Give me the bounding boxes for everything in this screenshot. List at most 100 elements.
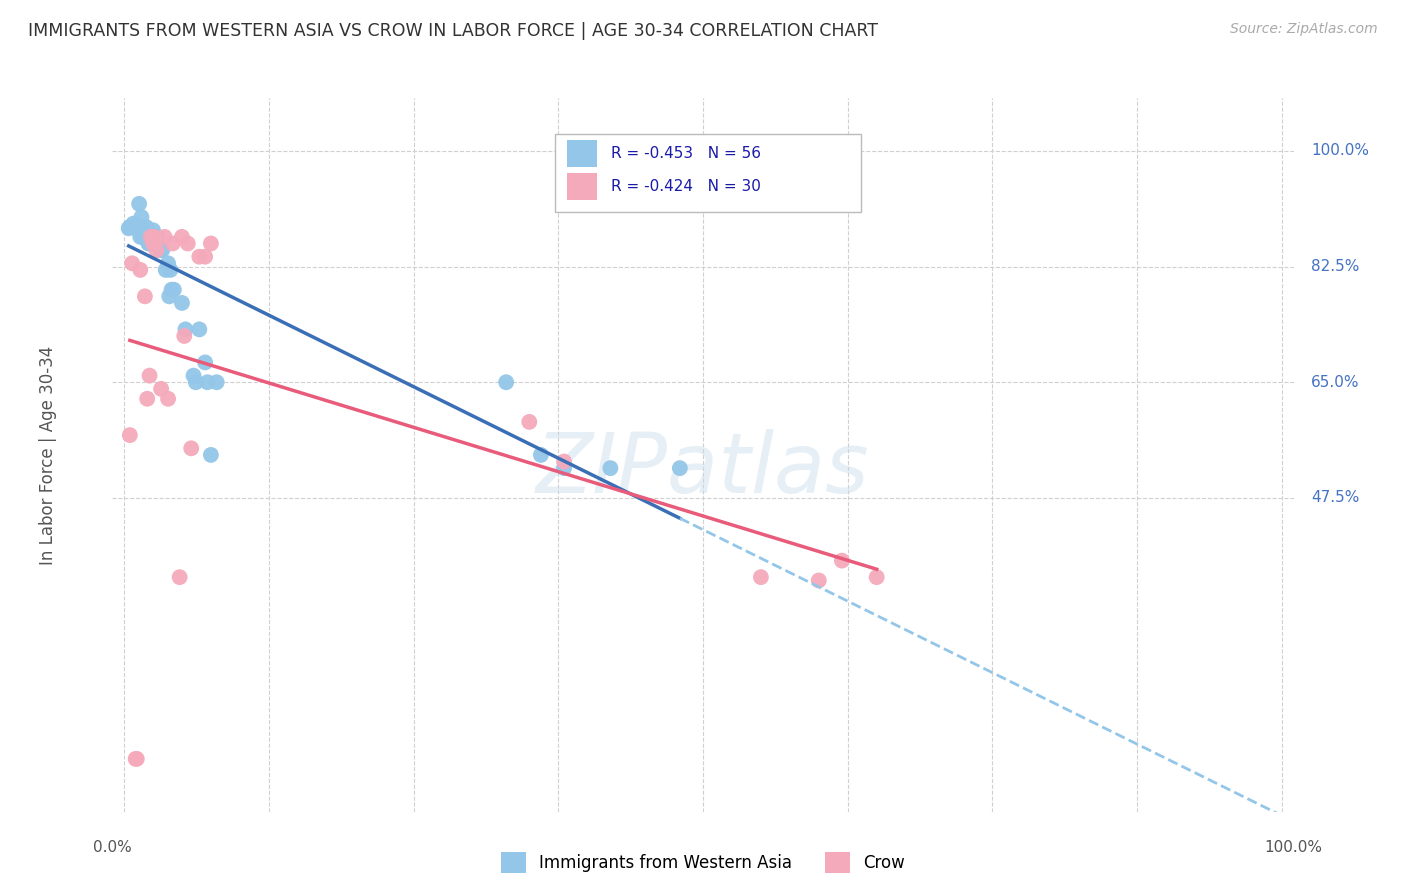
Point: [807, 574, 830, 588]
Point: [138, 236, 160, 251]
Point: [135, 219, 157, 234]
Point: [530, 448, 553, 462]
Point: [124, 219, 146, 234]
Point: [128, 223, 150, 237]
Point: [162, 236, 184, 251]
Point: [136, 230, 159, 244]
Point: [138, 230, 160, 244]
Point: [118, 221, 141, 235]
Point: [153, 230, 176, 244]
Point: [553, 461, 575, 475]
Point: [159, 263, 181, 277]
Point: [160, 283, 183, 297]
Point: [124, 221, 146, 235]
Point: [138, 227, 160, 241]
Point: [122, 217, 145, 231]
Point: [131, 223, 153, 237]
Point: [170, 230, 193, 244]
Point: [145, 236, 167, 251]
Point: [139, 230, 162, 244]
Text: 65.0%: 65.0%: [1312, 375, 1360, 390]
Point: [128, 197, 150, 211]
Point: [138, 368, 160, 383]
Text: R = -0.424   N = 30: R = -0.424 N = 30: [610, 179, 761, 194]
Point: [136, 227, 159, 241]
Text: 82.5%: 82.5%: [1312, 259, 1360, 274]
Point: [131, 230, 153, 244]
Point: [174, 322, 197, 336]
FancyBboxPatch shape: [555, 134, 862, 212]
Text: 100.0%: 100.0%: [1312, 144, 1369, 159]
Point: [184, 376, 207, 390]
Point: [139, 230, 162, 244]
Point: [599, 461, 621, 475]
Point: [134, 223, 156, 237]
Point: [669, 461, 692, 475]
Point: [146, 230, 169, 244]
Point: [170, 296, 193, 310]
Point: [831, 554, 853, 568]
Point: [143, 236, 166, 251]
Point: [200, 236, 222, 251]
Point: [205, 376, 228, 390]
Point: [194, 250, 217, 264]
Point: [495, 376, 517, 390]
Point: [866, 570, 889, 584]
Point: [163, 283, 186, 297]
Text: ZIPatlas: ZIPatlas: [536, 429, 870, 509]
Point: [155, 263, 177, 277]
Text: In Labor Force | Age 30-34: In Labor Force | Age 30-34: [38, 345, 56, 565]
Point: [177, 236, 200, 251]
Point: [131, 210, 153, 224]
Point: [183, 368, 205, 383]
Point: [157, 256, 180, 270]
Text: Source: ZipAtlas.com: Source: ZipAtlas.com: [1230, 22, 1378, 37]
Bar: [567, 140, 596, 168]
Point: [141, 230, 163, 244]
Point: [118, 219, 141, 234]
Point: [180, 442, 202, 456]
Point: [150, 243, 173, 257]
Point: [517, 415, 540, 429]
Point: [125, 752, 148, 766]
Point: [132, 227, 155, 241]
Point: [127, 219, 149, 234]
Point: [197, 376, 219, 390]
Point: [143, 230, 166, 244]
Point: [129, 263, 152, 277]
Bar: [567, 173, 596, 200]
Point: [134, 289, 156, 303]
Point: [188, 250, 211, 264]
Point: [169, 570, 191, 584]
Point: [134, 227, 156, 241]
Point: [129, 230, 152, 244]
Point: [118, 428, 141, 442]
Point: [145, 243, 167, 257]
Point: [173, 329, 195, 343]
Point: [157, 289, 180, 303]
Legend: Immigrants from Western Asia, Crow: Immigrants from Western Asia, Crow: [494, 846, 912, 880]
Point: [131, 223, 153, 237]
Point: [200, 448, 222, 462]
Point: [125, 221, 148, 235]
Point: [553, 454, 575, 468]
Point: [749, 570, 772, 584]
Text: 47.5%: 47.5%: [1312, 491, 1360, 506]
Point: [135, 227, 157, 241]
Point: [157, 392, 180, 406]
Text: R = -0.453   N = 56: R = -0.453 N = 56: [610, 146, 761, 161]
Point: [150, 382, 173, 396]
Point: [142, 223, 165, 237]
Point: [142, 236, 165, 251]
Point: [138, 236, 160, 251]
Point: [120, 219, 142, 234]
Point: [136, 392, 159, 406]
Point: [194, 355, 217, 369]
Point: [188, 322, 211, 336]
Point: [143, 236, 166, 251]
Text: IMMIGRANTS FROM WESTERN ASIA VS CROW IN LABOR FORCE | AGE 30-34 CORRELATION CHAR: IMMIGRANTS FROM WESTERN ASIA VS CROW IN …: [28, 22, 879, 40]
Text: 0.0%: 0.0%: [93, 840, 132, 855]
Point: [142, 230, 165, 244]
Point: [124, 752, 146, 766]
Point: [149, 243, 172, 257]
